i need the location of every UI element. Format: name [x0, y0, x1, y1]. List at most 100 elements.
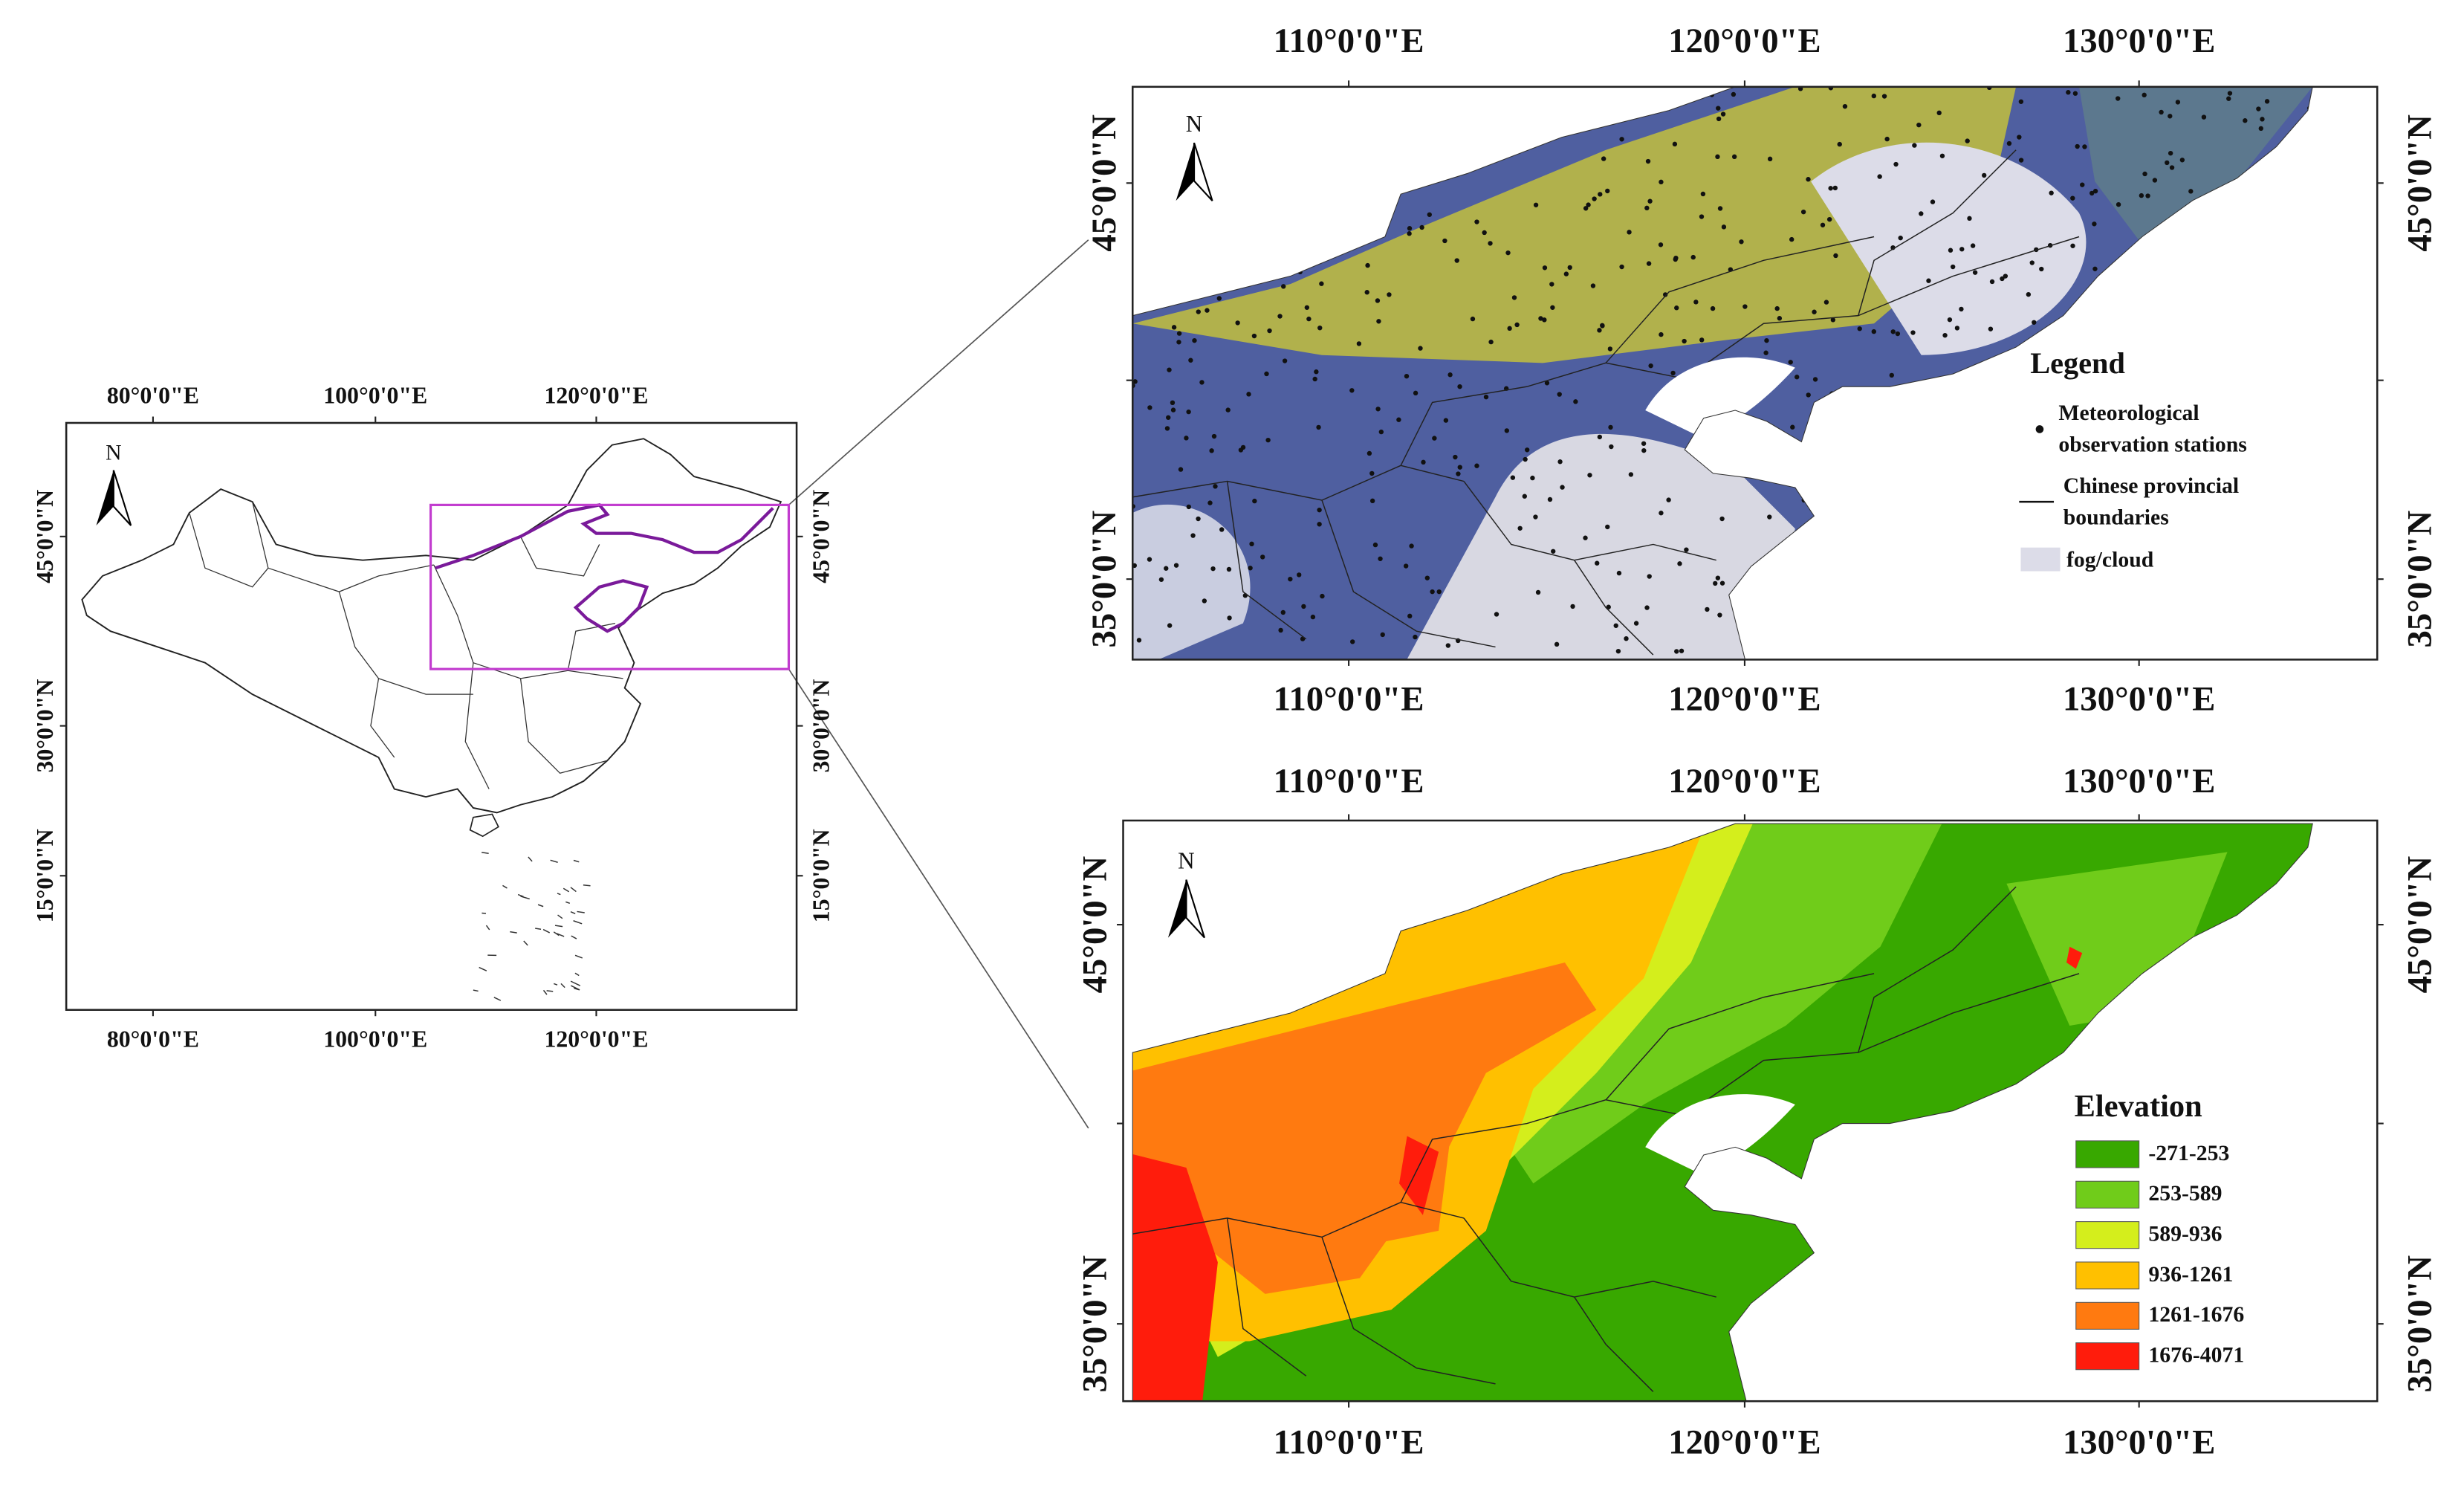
- station: [2264, 99, 2270, 104]
- station: [1511, 295, 1517, 300]
- station: [2066, 90, 2071, 95]
- station: [2117, 305, 2122, 311]
- station: [1936, 578, 1941, 583]
- station: [2288, 149, 2294, 154]
- station: [1936, 566, 1942, 572]
- station: [2258, 126, 2263, 132]
- station: [1983, 441, 1988, 446]
- station: [1597, 328, 1602, 333]
- station: [1365, 262, 1370, 268]
- station: [2182, 468, 2188, 473]
- station: [2296, 653, 2301, 659]
- station: [2256, 106, 2261, 111]
- station: [1282, 358, 1288, 363]
- station: [1800, 209, 1806, 215]
- right-tick-label: 45°0'0"N: [2401, 114, 2439, 252]
- station: [2290, 200, 2295, 206]
- station: [1196, 309, 1201, 314]
- right-tick-label: 45°0'0"N: [808, 490, 834, 583]
- station: [1965, 646, 1971, 651]
- province-boundary: [189, 512, 269, 588]
- station: [1533, 514, 1538, 520]
- province-boundary: [1858, 886, 2017, 1053]
- station: [1941, 559, 1946, 564]
- study-area-boundary: [435, 503, 774, 570]
- station: [1288, 576, 1293, 582]
- station: [1364, 101, 1370, 106]
- bottom-tick-label: 80°0'0"E: [107, 1026, 199, 1052]
- green-east: [2079, 86, 2313, 245]
- north-arrow-left: [1167, 879, 1187, 938]
- station: [1842, 103, 1848, 109]
- station: [1826, 529, 1831, 535]
- station: [1278, 627, 1283, 633]
- station: [1317, 326, 1323, 331]
- station: [1523, 456, 1528, 462]
- station: [1570, 604, 1575, 609]
- station: [1606, 604, 1611, 609]
- station: [1890, 329, 1896, 334]
- province-boundary: [519, 536, 600, 577]
- station: [2292, 200, 2298, 205]
- station: [1248, 566, 1253, 571]
- station: [1879, 554, 1884, 559]
- station: [2041, 406, 2046, 412]
- station: [1673, 256, 1678, 262]
- station: [1210, 566, 1216, 572]
- station: [2124, 395, 2129, 401]
- station: [1538, 316, 1543, 321]
- station: [2092, 188, 2098, 194]
- station: [2227, 91, 2233, 96]
- station: [1313, 114, 1318, 120]
- station: [1510, 475, 1516, 480]
- station: [1970, 243, 1976, 248]
- station: [1802, 455, 1807, 461]
- station: [1778, 577, 1783, 583]
- station: [1608, 110, 1613, 115]
- station: [2089, 190, 2095, 196]
- station: [1933, 550, 1938, 555]
- station: [1849, 424, 1855, 429]
- zoom-line: [788, 668, 1089, 1129]
- station: [1196, 516, 1201, 522]
- station: [2154, 550, 2159, 555]
- station: [1871, 329, 1877, 334]
- cloud-south: [1401, 433, 1795, 660]
- station: [1207, 500, 1213, 505]
- legend-label: 1261-1676: [2148, 1303, 2244, 1327]
- station: [2152, 178, 2158, 183]
- right-tick-label: 45°0'0"N: [2401, 855, 2439, 993]
- legend-swatch: [2075, 1342, 2140, 1371]
- station: [1409, 543, 1414, 549]
- island: [570, 911, 576, 915]
- station: [1413, 390, 1419, 396]
- station: [1619, 137, 1624, 142]
- station: [1332, 129, 1337, 135]
- station: [2009, 452, 2014, 458]
- station: [1412, 112, 1417, 117]
- station: [1370, 150, 1376, 155]
- station: [1856, 480, 1862, 486]
- left-tick-label: 35°0'0"N: [1085, 511, 1124, 648]
- station: [1504, 428, 1509, 433]
- station: [1330, 198, 1335, 204]
- station: [1246, 392, 1251, 397]
- station: [2217, 198, 2222, 204]
- province-boundary: [1605, 973, 1875, 1101]
- island: [574, 972, 580, 977]
- station: [2092, 266, 2098, 271]
- station: [2227, 421, 2233, 427]
- station: [1403, 563, 1409, 569]
- station: [1586, 202, 1591, 207]
- station: [1306, 316, 1312, 322]
- north-arrow-left: [96, 470, 114, 525]
- station: [1314, 369, 1319, 375]
- station: [2070, 243, 2075, 248]
- station: [1947, 317, 1953, 323]
- north-arrow: N: [1167, 847, 1205, 939]
- province-boundary: [1574, 1281, 1716, 1298]
- station: [2157, 388, 2163, 394]
- station: [1961, 504, 1967, 510]
- station: [2246, 489, 2251, 494]
- station: [1164, 566, 1169, 571]
